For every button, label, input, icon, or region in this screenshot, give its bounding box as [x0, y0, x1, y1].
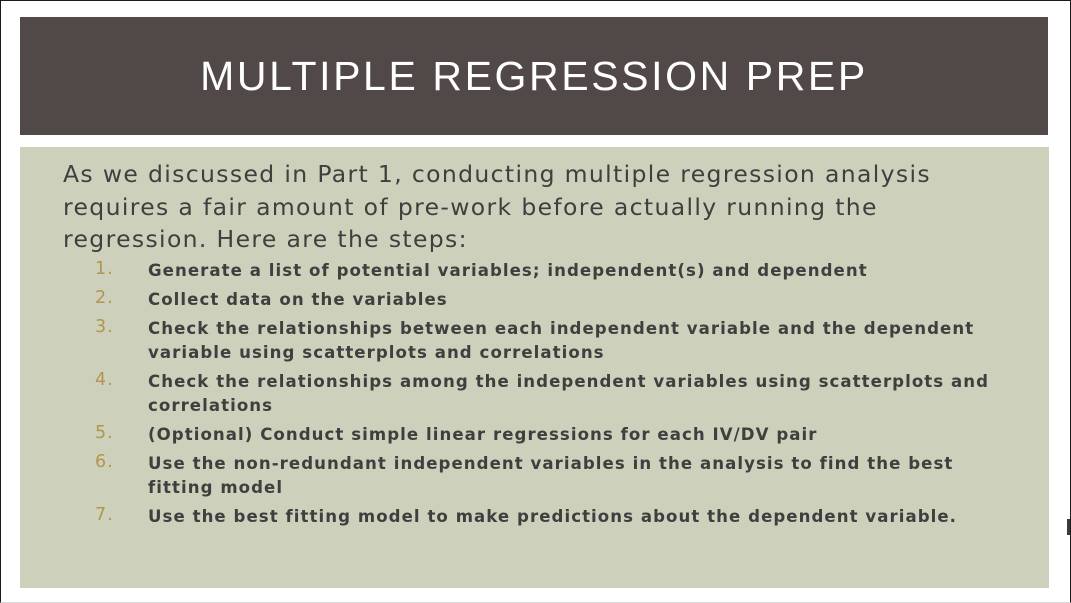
step-number: 4.: [95, 370, 114, 390]
step-text: Check the relationships between each ind…: [148, 319, 975, 362]
list-item: 2. Collect data on the variables: [20, 288, 1023, 312]
list-item: 3. Check the relationships between each …: [20, 317, 1023, 365]
slide-title: MULTIPLE REGRESSION PREP: [200, 52, 868, 99]
steps-list: 1. Generate a list of potential variable…: [20, 259, 1023, 529]
scrollbar-thumb[interactable]: [1067, 519, 1070, 535]
list-item: 7. Use the best fitting model to make pr…: [20, 505, 1023, 529]
list-item: 5. (Optional) Conduct simple linear regr…: [20, 423, 1023, 447]
step-number: 2.: [95, 288, 114, 308]
step-number: 7.: [95, 505, 114, 525]
step-text: Use the non-redundant independent variab…: [148, 454, 954, 497]
content-box: As we discussed in Part 1, conducting mu…: [20, 147, 1049, 588]
step-number: 6.: [95, 452, 114, 472]
list-item: 6. Use the non-redundant independent var…: [20, 452, 1023, 500]
step-number: 3.: [95, 317, 114, 337]
step-text: Collect data on the variables: [148, 290, 448, 309]
step-text: (Optional) Conduct simple linear regress…: [148, 425, 818, 444]
step-text: Use the best fitting model to make predi…: [148, 507, 958, 526]
step-text: Generate a list of potential variables; …: [148, 261, 868, 280]
list-item: 4. Check the relationships among the ind…: [20, 370, 1023, 418]
list-item: 1. Generate a list of potential variable…: [20, 259, 1023, 283]
step-number: 1.: [95, 259, 114, 279]
intro-paragraph: As we discussed in Part 1, conducting mu…: [63, 160, 931, 253]
step-number: 5.: [95, 423, 114, 443]
step-text: Check the relationships among the indepe…: [148, 372, 990, 415]
title-bar: MULTIPLE REGRESSION PREP: [20, 17, 1048, 135]
